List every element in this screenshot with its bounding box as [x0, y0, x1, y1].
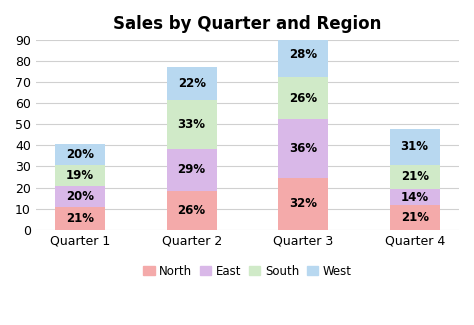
Legend: North, East, South, West: North, East, South, West — [138, 260, 357, 283]
Text: 14%: 14% — [401, 191, 429, 204]
Bar — [390, 129, 440, 165]
Text: 36%: 36% — [289, 142, 317, 155]
Bar — [390, 165, 440, 189]
Text: 21%: 21% — [401, 170, 428, 183]
Text: 29%: 29% — [178, 163, 206, 176]
Title: Sales by Quarter and Region: Sales by Quarter and Region — [113, 15, 382, 33]
Text: 21%: 21% — [66, 212, 94, 225]
Bar — [166, 191, 217, 230]
Text: 21%: 21% — [401, 211, 428, 224]
Bar — [166, 68, 217, 100]
Bar — [55, 186, 105, 207]
Text: 33%: 33% — [178, 118, 206, 131]
Text: 32%: 32% — [289, 197, 317, 210]
Text: 26%: 26% — [178, 204, 206, 217]
Text: 31%: 31% — [401, 140, 428, 153]
Bar — [390, 189, 440, 205]
Bar — [278, 77, 328, 119]
Bar — [390, 205, 440, 230]
Bar — [278, 32, 328, 77]
Bar — [55, 165, 105, 186]
Text: 28%: 28% — [289, 48, 317, 61]
Text: 26%: 26% — [289, 92, 317, 105]
Bar — [55, 144, 105, 165]
Text: 19%: 19% — [66, 169, 94, 182]
Bar — [166, 100, 217, 149]
Text: 20%: 20% — [66, 148, 94, 161]
Bar — [166, 149, 217, 191]
Text: 22%: 22% — [178, 77, 206, 90]
Text: 20%: 20% — [66, 190, 94, 203]
Bar — [55, 207, 105, 230]
Bar — [278, 178, 328, 230]
Bar — [278, 119, 328, 178]
